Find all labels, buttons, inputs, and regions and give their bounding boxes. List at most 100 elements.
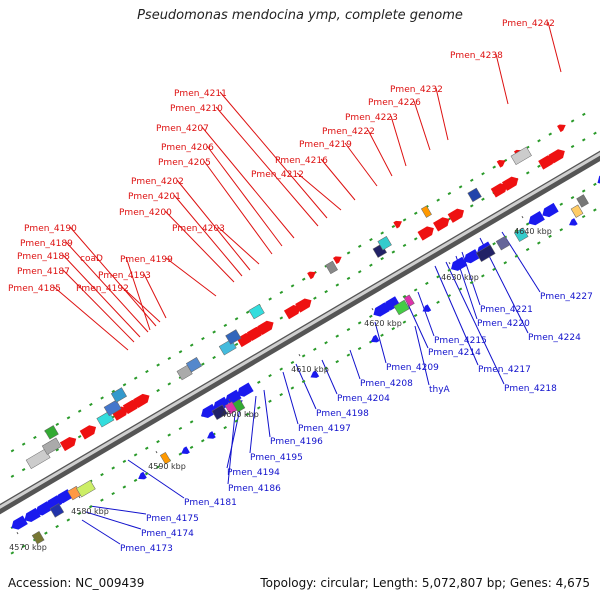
gene-label-top: Pmen_4192 (76, 284, 129, 294)
track-dot (33, 435, 37, 440)
gene-block (232, 398, 246, 413)
axis-tick: 4620 kbp (364, 308, 402, 328)
gene-label-top: Pmen_4216 (275, 156, 328, 166)
reverse-gene-arrow (201, 403, 218, 419)
gene-label-top: Pmen_4202 (131, 177, 184, 187)
gene-label-bottom: Pmen_4215 (434, 336, 487, 346)
track-dot (357, 321, 362, 325)
track-dot (290, 360, 295, 365)
track-dot (44, 531, 48, 535)
track-dot (481, 172, 485, 176)
track-dot (122, 459, 127, 464)
track-dot (492, 165, 497, 169)
track-dot (212, 355, 216, 360)
accession-label: Accession: NC_009439 (8, 576, 145, 590)
gene-label-top: Pmen_4223 (345, 113, 398, 123)
track-dot (290, 386, 295, 390)
gene-block (31, 531, 45, 545)
label-connector (164, 210, 235, 283)
label-connector (435, 87, 449, 141)
track-dot (369, 263, 373, 267)
axis-tick: 4570 kbp (9, 532, 47, 552)
track-dot (380, 256, 384, 261)
track-dot (279, 316, 284, 320)
genome-backbone (0, 150, 600, 515)
gene-label-top: Pmen_4211 (174, 89, 227, 99)
track-dot (470, 178, 474, 182)
forward-gene-arrow (246, 326, 264, 342)
track-dot (369, 238, 373, 242)
track-dot (111, 389, 116, 393)
reverse-gene-arrow (528, 211, 545, 226)
forward-gene-arrow (538, 155, 555, 170)
track-dot (335, 360, 340, 364)
track-dot (581, 189, 586, 193)
forward-gene-arrow (417, 226, 434, 241)
axis-tick: 4580 kbp (71, 496, 109, 516)
gene-label-bottom: Pmen_4186 (228, 484, 281, 494)
track-dot (144, 446, 149, 450)
label-connector (296, 172, 342, 211)
label-connector (53, 286, 129, 351)
track-dot (514, 228, 519, 233)
gene-label-bottom: Pmen_4195 (250, 453, 303, 463)
track-dot (111, 491, 115, 496)
track-dot (313, 296, 317, 300)
track-dot (413, 288, 418, 292)
label-connector (413, 100, 431, 151)
track-dot (469, 204, 474, 208)
forward-gene-arrow (79, 425, 97, 440)
axis-ticks: 4570 kbp 4580 kbp 4590 kbp 4600 kbp 4610 kbp… (9, 216, 552, 552)
label-connector (405, 299, 429, 349)
track-dot (223, 323, 228, 328)
reverse-gene-arrow (138, 471, 147, 480)
gene-block (248, 303, 265, 320)
gene-label-top: Pmen_4222 (322, 127, 375, 137)
gene-label-top: Pmen_4190 (24, 224, 77, 234)
track-dot (346, 276, 351, 281)
label-connector (367, 129, 393, 177)
forward-gene-arrow (236, 332, 253, 348)
track-dot (402, 294, 407, 299)
label-connector (173, 194, 243, 277)
track-dot (514, 254, 519, 258)
track-dot (201, 336, 205, 341)
track-dot (402, 218, 407, 222)
track-dot (279, 367, 284, 371)
label-connector (219, 91, 328, 219)
track-dot (481, 197, 485, 201)
axis-tick: 4610 kbp (291, 354, 329, 374)
track-dot (245, 310, 250, 314)
forward-gene-arrow (283, 305, 301, 320)
track-dot (425, 281, 429, 285)
track-dot (89, 402, 93, 407)
track-dot (167, 382, 172, 386)
track-dot (178, 350, 183, 354)
label-connector (282, 371, 299, 425)
track-dot (380, 231, 384, 235)
track-dot (402, 243, 407, 248)
gene-block (495, 235, 511, 251)
forward-gene-arrow (501, 176, 519, 191)
track-dot (21, 442, 26, 446)
track-dot (77, 409, 82, 413)
label-connector (89, 505, 147, 515)
gene-block (159, 451, 171, 465)
forward-gene-arrow (295, 298, 312, 313)
track-dot (525, 222, 530, 226)
map-title: Pseudomonas mendocina ymp, complete geno… (137, 8, 463, 23)
gene-label-bottom: Pmen_4196 (270, 437, 323, 447)
track-dot (570, 195, 575, 200)
track-dot (133, 453, 138, 457)
label-connector (417, 291, 435, 337)
track-dot (290, 284, 295, 288)
track-dot (357, 346, 362, 351)
track-dot (380, 333, 384, 337)
track-dot (335, 283, 340, 287)
label-connector (321, 359, 338, 395)
forward-gene-arrow (333, 256, 342, 264)
track-dot (10, 474, 15, 478)
track-dot (156, 388, 160, 393)
label-connector (165, 257, 217, 297)
